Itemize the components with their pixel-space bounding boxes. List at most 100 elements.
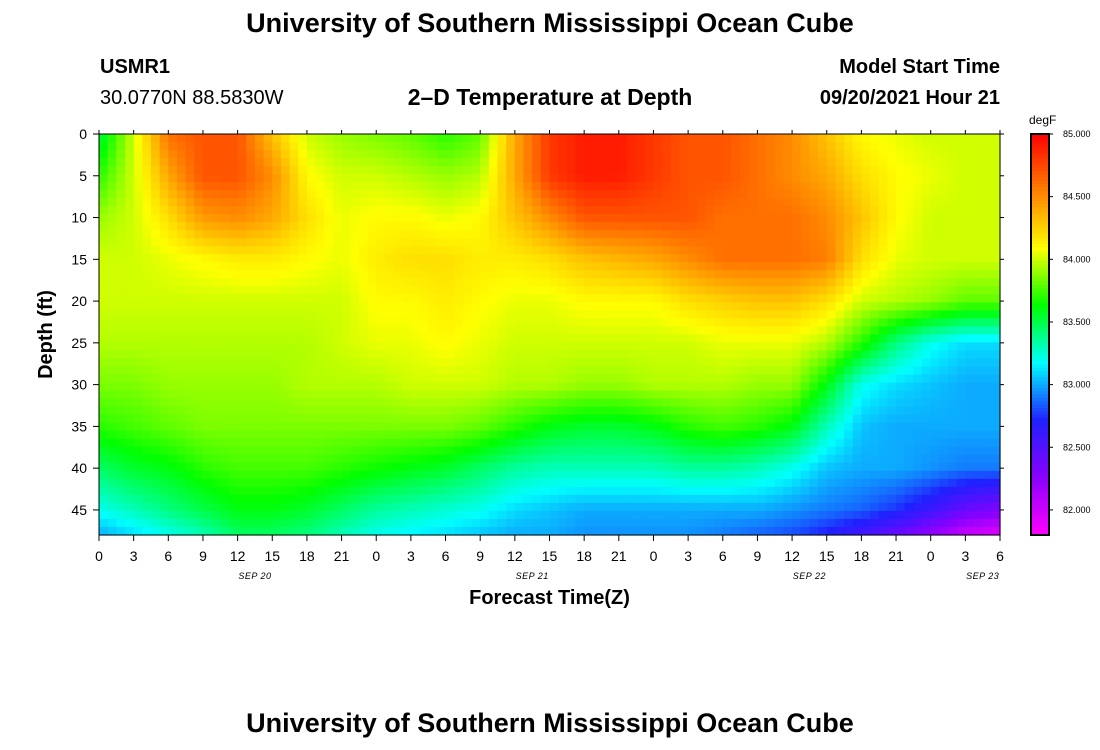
heatmap-cell xyxy=(783,158,793,167)
heatmap-cell xyxy=(930,278,940,287)
heatmap-cell xyxy=(826,422,836,432)
heatmap-cell xyxy=(462,238,473,247)
heatmap-cell xyxy=(818,438,828,448)
heatmap-cell xyxy=(280,366,291,376)
heatmap-cell xyxy=(280,150,291,159)
heatmap-cell xyxy=(705,478,715,488)
heatmap-cell xyxy=(610,454,620,464)
heatmap-cell xyxy=(471,158,481,167)
heatmap-cell xyxy=(488,222,499,231)
heatmap-cell xyxy=(705,310,715,320)
heatmap-cell xyxy=(766,310,776,320)
heatmap-cell xyxy=(774,262,785,271)
heatmap-cell xyxy=(662,158,672,167)
heatmap-cell xyxy=(133,254,143,263)
heatmap-cell xyxy=(783,270,793,279)
heatmap-cell xyxy=(523,502,533,512)
heatmap-cell xyxy=(878,294,888,304)
heatmap-cell xyxy=(835,222,845,231)
heatmap-cell xyxy=(714,302,724,312)
heatmap-cell xyxy=(99,150,109,159)
heatmap-cell xyxy=(462,246,473,255)
heatmap-cell xyxy=(228,382,239,392)
heatmap-cell xyxy=(610,222,620,231)
heatmap-cell xyxy=(540,302,551,312)
heatmap-cell xyxy=(809,470,819,480)
heatmap-cell xyxy=(696,270,707,279)
heatmap-cell xyxy=(861,382,871,392)
heatmap-cell xyxy=(558,318,568,328)
heatmap-cell xyxy=(332,510,343,520)
heatmap-cell xyxy=(107,134,117,143)
heatmap-cell xyxy=(809,390,819,400)
heatmap-cell xyxy=(948,494,958,504)
heatmap-cell xyxy=(168,294,178,304)
heatmap-cell xyxy=(142,454,152,464)
heatmap-cell xyxy=(965,382,975,392)
heatmap-cell xyxy=(523,134,533,143)
heatmap-cell xyxy=(159,398,169,408)
heatmap-cell xyxy=(662,382,672,392)
heatmap-cell xyxy=(436,198,447,207)
heatmap-cell xyxy=(982,350,992,360)
heatmap-cell xyxy=(150,278,161,287)
heatmap-cell xyxy=(792,414,802,424)
heatmap-cell xyxy=(610,374,620,384)
heatmap-cell xyxy=(904,214,914,223)
heatmap-cell xyxy=(696,286,707,295)
heatmap-cell xyxy=(419,294,429,304)
heatmap-cell xyxy=(497,414,507,424)
heatmap-cell xyxy=(670,414,681,424)
heatmap-cell xyxy=(610,406,620,416)
heatmap-cell xyxy=(185,510,195,520)
heatmap-cell xyxy=(982,142,992,151)
heatmap-cell xyxy=(454,158,464,167)
heatmap-cell xyxy=(636,166,646,175)
heatmap-cell xyxy=(956,230,966,239)
heatmap-cell xyxy=(532,278,542,287)
heatmap-cell xyxy=(566,454,577,464)
heatmap-cell xyxy=(618,358,629,368)
heatmap-cell xyxy=(159,494,169,504)
heatmap-cell xyxy=(402,462,412,472)
heatmap-cell xyxy=(610,198,620,207)
heatmap-cell xyxy=(939,166,949,175)
heatmap-cell xyxy=(662,190,672,199)
heatmap-cell xyxy=(852,350,862,360)
heatmap-cell xyxy=(99,214,109,223)
heatmap-cell xyxy=(445,486,455,496)
heatmap-cell xyxy=(159,198,169,207)
heatmap-cell xyxy=(454,390,464,400)
heatmap-cell xyxy=(428,262,438,271)
heatmap-cell xyxy=(350,278,360,287)
heatmap-cell xyxy=(575,382,585,392)
heatmap-cell xyxy=(618,214,629,223)
heatmap-cell xyxy=(939,454,949,464)
heatmap-cell xyxy=(99,486,109,496)
heatmap-cell xyxy=(99,470,109,480)
heatmap-cell xyxy=(107,278,117,287)
heatmap-cell xyxy=(185,430,195,440)
heatmap-cell xyxy=(800,462,810,472)
heatmap-cell xyxy=(783,478,793,488)
heatmap-cell xyxy=(220,350,230,360)
heatmap-cell xyxy=(497,174,507,183)
heatmap-cell xyxy=(948,390,958,400)
heatmap-cell xyxy=(246,390,256,400)
heatmap-cell xyxy=(584,510,594,520)
heatmap-cell xyxy=(220,230,230,239)
heatmap-cell xyxy=(367,334,377,344)
heatmap-cell xyxy=(506,310,516,320)
heatmap-cell xyxy=(688,134,698,143)
heatmap-cell xyxy=(878,158,888,167)
heatmap-cell xyxy=(410,350,421,360)
heatmap-cell xyxy=(566,302,577,312)
heatmap-cell xyxy=(384,494,395,504)
heatmap-cell xyxy=(185,254,195,263)
heatmap-cell xyxy=(384,350,395,360)
heatmap-cell xyxy=(688,502,698,512)
heatmap-cell xyxy=(350,350,360,360)
heatmap-cell xyxy=(965,230,975,239)
heatmap-cell xyxy=(280,502,291,512)
heatmap-cell xyxy=(800,422,810,432)
